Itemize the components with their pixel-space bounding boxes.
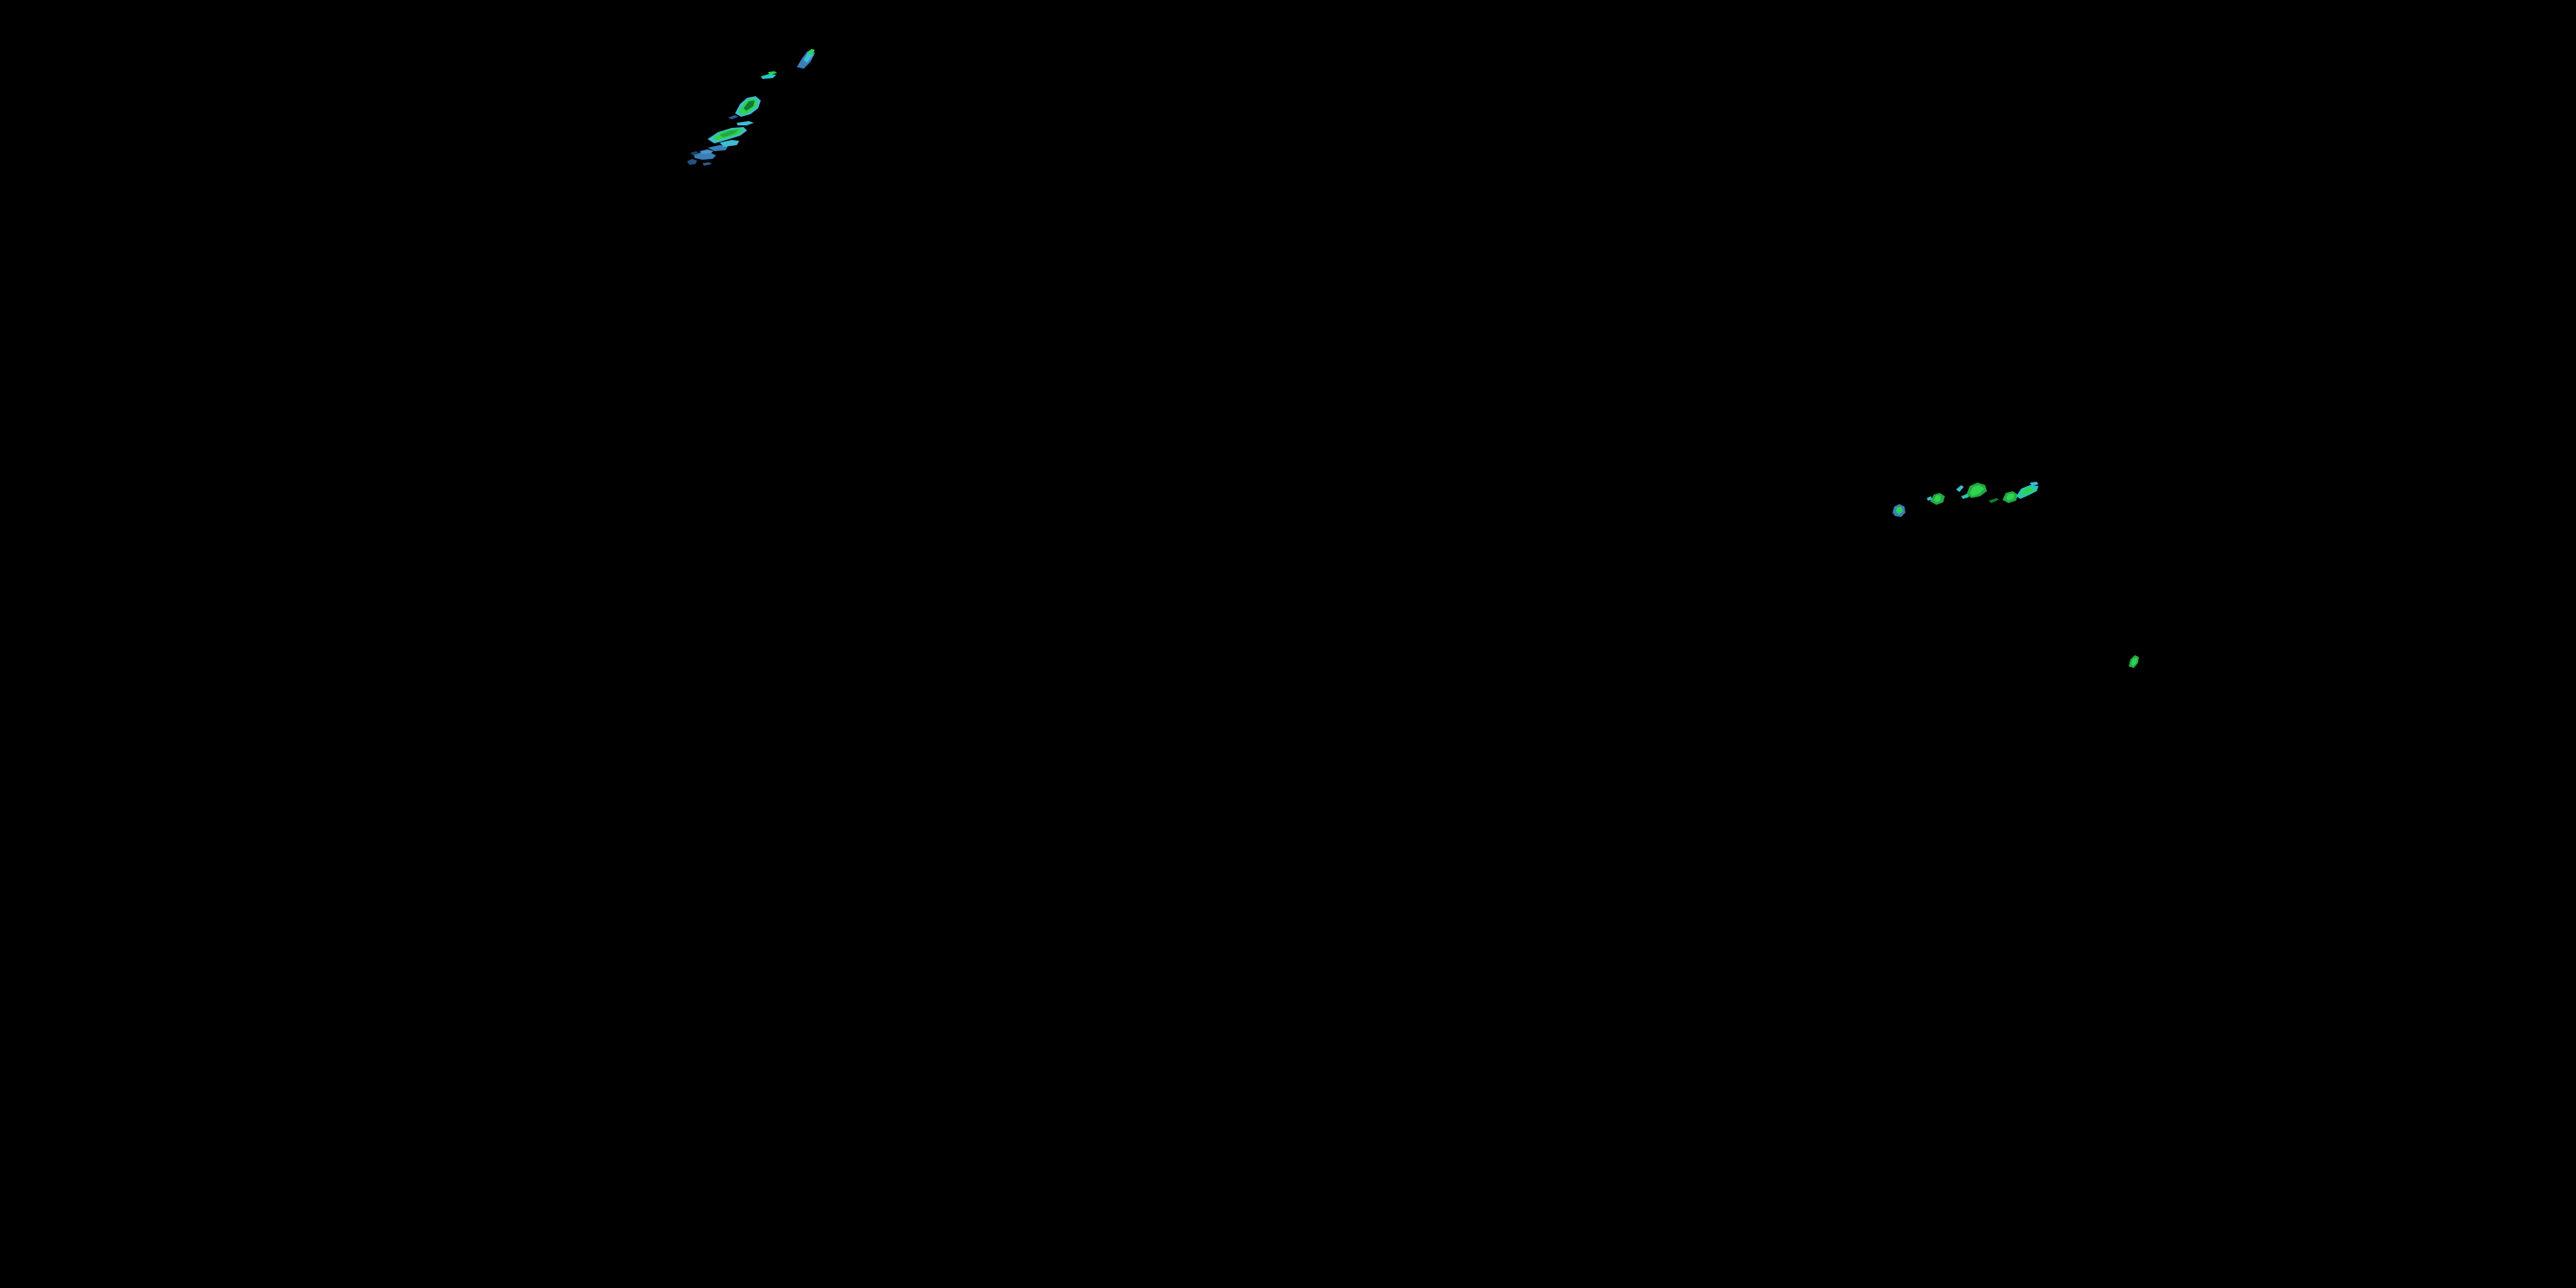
island-e-4b	[1961, 494, 1969, 499]
island-e-1-core	[1896, 507, 1903, 514]
island-e-6-core	[2006, 494, 2014, 501]
island-nw-5b	[702, 162, 712, 166]
island-e-7-core	[2020, 487, 2034, 495]
island-group-northwest-chain	[687, 49, 815, 166]
island-nw-4	[720, 140, 739, 147]
island-nw-8-deep	[744, 100, 755, 111]
island-nw-9b	[768, 71, 777, 75]
island-nw-1	[687, 159, 697, 165]
island-e-3	[1956, 485, 1964, 492]
island-se-1-core	[2131, 658, 2137, 666]
island-group-east-cluster	[1893, 482, 2038, 517]
island-e-2b	[1927, 496, 1932, 501]
island-nw-5	[690, 151, 699, 155]
island-nw-9	[761, 74, 776, 79]
island-e-7b	[2030, 482, 2038, 486]
island-nw-8b	[728, 115, 738, 119]
island-nw-6-deep	[720, 130, 738, 137]
island-nw-7	[737, 121, 754, 125]
island-e-4-core	[1970, 485, 1984, 496]
island-nw-2	[694, 152, 716, 160]
island-nw-2b	[700, 149, 714, 154]
island-nw-10c	[807, 49, 815, 55]
island-e-5	[1989, 498, 1999, 503]
island-e-2-core	[1934, 495, 1941, 502]
island-group-southeast-islet	[2129, 655, 2139, 668]
island-nw-3	[708, 145, 728, 151]
